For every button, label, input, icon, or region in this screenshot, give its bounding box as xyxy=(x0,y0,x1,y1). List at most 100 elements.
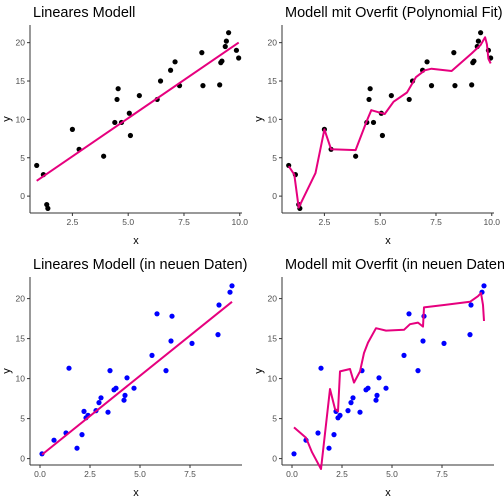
panel-2: Modell mit Overfit (Polynomial Fit) 2.5 5.… xyxy=(253,5,503,247)
y-tick-label: 10 xyxy=(16,374,26,384)
data-point xyxy=(350,395,356,401)
y-tick-label: 15 xyxy=(268,76,278,86)
data-point xyxy=(441,340,447,346)
data-point xyxy=(112,119,118,126)
fit-line xyxy=(36,41,240,182)
data-point xyxy=(163,368,169,374)
data-point xyxy=(154,311,160,317)
data-point xyxy=(452,83,458,89)
x-tick-label: 5.0 xyxy=(374,217,386,227)
data-point xyxy=(451,50,457,56)
data-point xyxy=(406,96,412,103)
data-point xyxy=(189,340,195,346)
x-tick-label: 7.5 xyxy=(178,217,190,227)
data-point xyxy=(233,47,240,53)
data-point xyxy=(219,58,225,64)
data-point xyxy=(126,110,132,116)
y-tick-label: 0 xyxy=(272,454,277,464)
data-point xyxy=(326,445,332,451)
panel-title: Lineares Modell (in neuen Daten) xyxy=(33,257,247,273)
y-tick-label: 20 xyxy=(16,38,26,48)
data-point xyxy=(478,30,484,36)
y-tick-label: 5 xyxy=(20,153,25,163)
data-point xyxy=(34,162,40,169)
y-axis-label: y xyxy=(1,368,13,374)
x-tick-label: 5.0 xyxy=(122,217,134,227)
data-point xyxy=(45,205,51,211)
x-tick-label: 2.5 xyxy=(336,469,348,479)
fit-line xyxy=(287,36,492,209)
panel-title: Lineares Modell xyxy=(33,5,135,21)
x-tick-label: 7.5 xyxy=(436,469,448,479)
data-point xyxy=(428,83,435,89)
data-point xyxy=(383,385,389,391)
data-point xyxy=(127,132,134,139)
y-tick-label: 10 xyxy=(16,114,26,124)
data-point xyxy=(222,43,228,50)
data-points xyxy=(39,283,235,457)
x-tick-label: 7.5 xyxy=(430,217,442,227)
y-axis-label: y xyxy=(253,368,265,374)
data-points xyxy=(291,283,487,457)
x-tick-label: 2.5 xyxy=(318,217,330,227)
data-point xyxy=(124,375,130,381)
fit-line xyxy=(293,292,485,470)
data-point xyxy=(167,67,174,73)
data-point xyxy=(200,83,206,89)
data-point xyxy=(66,365,72,371)
data-point xyxy=(168,338,174,344)
panel-title: Modell mit Overfit (Polynomial Fit) xyxy=(285,5,503,21)
x-tick-label: 0.0 xyxy=(286,469,298,479)
data-point xyxy=(172,59,178,65)
panel-3: Lineares Modell (in neuen Daten) 0.0 2.5 5.… xyxy=(1,257,247,499)
data-point xyxy=(215,332,221,338)
data-point xyxy=(348,400,354,406)
panel-4: Modell mit Overfit (in neuen Daten) 0.0 2.… xyxy=(253,257,504,499)
data-point xyxy=(74,445,80,451)
data-point xyxy=(157,78,164,84)
data-point xyxy=(227,289,233,295)
x-tick-label: 10.0 xyxy=(483,217,500,227)
data-point xyxy=(236,55,242,61)
data-point xyxy=(475,38,481,44)
data-point xyxy=(79,432,85,438)
data-point xyxy=(388,92,394,99)
data-point xyxy=(226,30,232,36)
x-tick-label: 2.5 xyxy=(84,469,96,479)
y-tick-label: 5 xyxy=(272,153,277,163)
data-point xyxy=(374,392,380,398)
data-point xyxy=(420,338,426,344)
data-point xyxy=(223,38,229,44)
data-point xyxy=(169,313,175,319)
data-point xyxy=(401,352,407,358)
y-tick-label: 10 xyxy=(268,374,278,384)
x-axis-label: x xyxy=(385,235,391,247)
y-tick-label: 5 xyxy=(272,414,277,424)
data-point xyxy=(370,119,377,126)
data-point xyxy=(331,432,337,438)
data-point xyxy=(122,392,128,398)
y-tick-label: 0 xyxy=(20,454,25,464)
y-axis-label: y xyxy=(1,116,13,122)
data-point xyxy=(379,132,386,139)
x-axis-label: x xyxy=(133,487,139,499)
data-point xyxy=(318,365,324,371)
data-point xyxy=(337,412,343,418)
data-point xyxy=(107,368,113,374)
panel-1: Lineares Modell 2.5 5.0 7.5 10.0 0 5 10 15 20 x y xyxy=(1,5,248,247)
data-point xyxy=(315,430,321,436)
data-points xyxy=(34,30,242,211)
data-point xyxy=(469,82,475,88)
y-tick-label: 15 xyxy=(268,334,278,344)
y-tick-label: 10 xyxy=(268,114,278,124)
data-point xyxy=(121,397,127,403)
data-point xyxy=(149,352,155,358)
data-point xyxy=(98,395,104,401)
data-point xyxy=(345,408,351,414)
data-point xyxy=(199,50,205,56)
data-point xyxy=(101,153,107,159)
x-tick-label: 10.0 xyxy=(231,217,248,227)
data-point xyxy=(131,385,137,391)
x-axis-label: x xyxy=(385,487,391,499)
data-points xyxy=(286,30,494,211)
